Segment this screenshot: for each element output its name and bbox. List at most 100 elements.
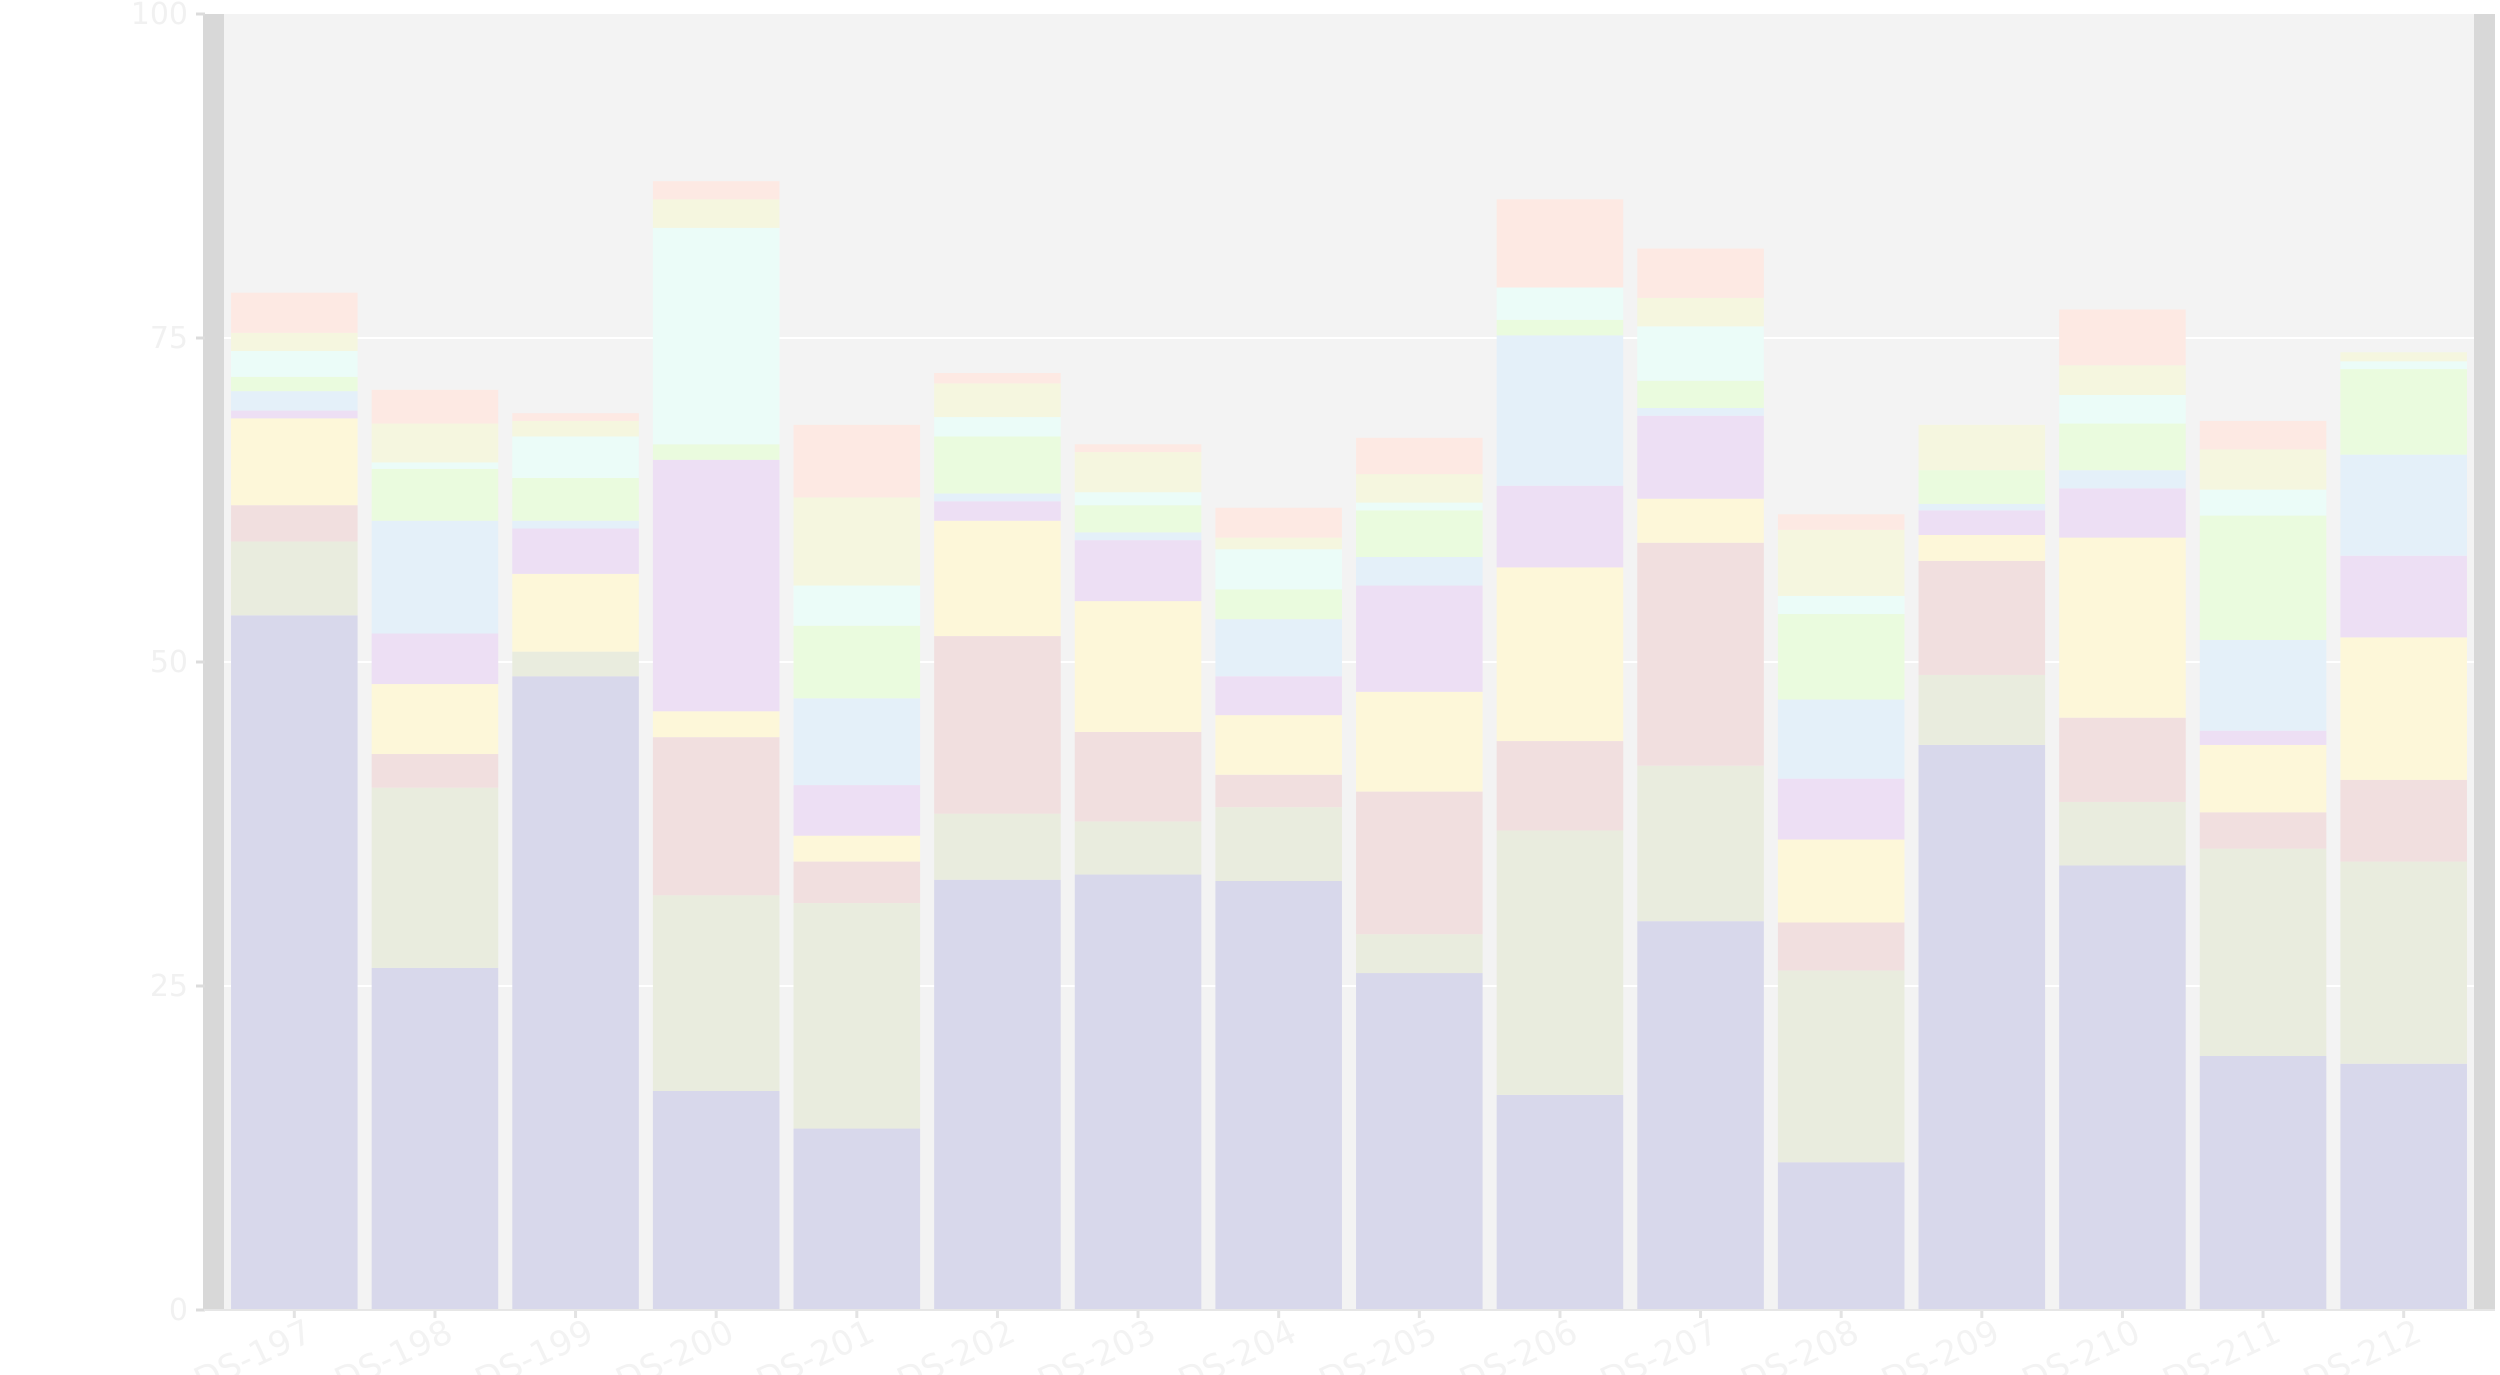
bar-segment: [2340, 361, 2467, 370]
bar-stack: [1777, 514, 1905, 1310]
bar-segment: [371, 967, 499, 1310]
bar-segment: [1215, 507, 1342, 538]
y-tick-label: 0: [169, 1293, 188, 1328]
bar-segment: [1918, 674, 2046, 745]
y-tick-label: 50: [150, 645, 188, 680]
bar-segment: [2059, 717, 2186, 802]
bar-segment: [1356, 502, 1483, 511]
bar-segment: [231, 292, 358, 333]
bar-segment: [1356, 791, 1483, 935]
bar-segment: [1637, 921, 1764, 1310]
x-tick-label: DS-199: [469, 1312, 599, 1375]
bar-segment: [1918, 534, 2046, 561]
x-tick-label: DS-202: [891, 1312, 1021, 1375]
bar-segment: [231, 410, 358, 419]
bar-segment: [371, 787, 499, 968]
bar-segment: [1074, 505, 1202, 533]
bar-segment: [2059, 423, 2186, 471]
bar-segment: [231, 350, 358, 377]
bar-segment: [512, 420, 639, 437]
bar-stack: [2340, 352, 2467, 1310]
y-axis-bar: [203, 14, 224, 1310]
bar-segment: [1777, 1162, 1905, 1310]
bar-segment: [793, 424, 921, 498]
bar-segment: [512, 651, 639, 677]
bar-segment: [1074, 532, 1202, 541]
bar-segment: [231, 505, 358, 542]
bar-segment: [1496, 319, 1624, 336]
bar-segment: [371, 754, 499, 788]
bar-segment: [1215, 881, 1342, 1310]
bar-segment: [2199, 420, 2327, 450]
bar-segment: [1777, 529, 1905, 596]
bar-segment: [2199, 1055, 2327, 1310]
bar-segment: [1637, 297, 1764, 327]
x-tick-label: DS-208: [1735, 1312, 1865, 1375]
bar-stack: [512, 413, 639, 1310]
bar-segment: [652, 895, 780, 1091]
bar-segment: [793, 497, 921, 586]
bar-segment: [1637, 498, 1764, 543]
bar-segment: [1074, 444, 1202, 453]
bar-segment: [2340, 637, 2467, 780]
bar-segment: [512, 528, 639, 574]
bar-segment: [1637, 248, 1764, 298]
bar-segment: [793, 835, 921, 862]
bar-segment: [1356, 585, 1483, 692]
bar-segment: [1074, 540, 1202, 602]
bar-segment: [371, 423, 499, 463]
bar-segment: [2059, 801, 2186, 866]
bar-segment: [2340, 861, 2467, 1064]
bar-segment: [2199, 812, 2327, 849]
bar-stack: [1074, 444, 1202, 1310]
bar-segment: [934, 813, 1061, 880]
bar-segment: [1637, 380, 1764, 408]
bar-segment: [1356, 934, 1483, 974]
bar-segment: [793, 1128, 921, 1310]
bar-segment: [934, 383, 1061, 418]
bar-segment: [652, 444, 780, 460]
right-edge-bar: [2474, 14, 2495, 1310]
bar-segment: [2340, 454, 2467, 556]
x-tick-label: DS-207: [1594, 1312, 1724, 1375]
bar-segment: [793, 785, 921, 836]
bar-segment: [1496, 567, 1624, 742]
bar-segment: [1918, 424, 2046, 471]
bar-segment: [1777, 514, 1905, 530]
bar-segment: [2059, 488, 2186, 538]
bar-segment: [1777, 839, 1905, 923]
bar-segment: [1356, 973, 1483, 1310]
bar-segment: [1777, 614, 1905, 700]
bar-segment: [934, 436, 1061, 494]
x-tick-label: DS-200: [610, 1312, 740, 1375]
bar-segment: [1637, 415, 1764, 499]
bar-segment: [793, 585, 921, 626]
bar-segment: [1637, 542, 1764, 766]
x-tick-label: DS-198: [329, 1312, 459, 1375]
bar-segment: [1356, 510, 1483, 558]
bar-stack: [793, 424, 921, 1310]
bar-stack: [2059, 309, 2186, 1310]
bar-segment: [1637, 326, 1764, 381]
bar-segment: [1074, 874, 1202, 1310]
bar-segment: [512, 477, 639, 521]
x-axis-ticks: DS-197 DS-198 DS-199 DS-200 DS-201 DS-202 DS-2…: [188, 1309, 2495, 1375]
bar-segment: [1918, 560, 2046, 675]
bar-segment: [2059, 537, 2186, 718]
bar-segment: [934, 501, 1061, 521]
bar-segment: [793, 625, 921, 699]
bar-segment: [2199, 730, 2327, 745]
bar-segment: [1074, 821, 1202, 875]
bar-segment: [371, 633, 499, 685]
x-tick-label: DS-210: [2016, 1312, 2146, 1375]
bar-segment: [2059, 865, 2186, 1310]
bar-segment: [512, 413, 639, 421]
bar-segment: [2059, 365, 2186, 396]
bar-segment: [652, 199, 780, 228]
bar-segment: [512, 676, 639, 1310]
bar-segment: [934, 493, 1061, 502]
bar-segment: [1496, 741, 1624, 831]
y-tick-label: 100: [131, 0, 188, 32]
bar-segment: [2199, 744, 2327, 813]
